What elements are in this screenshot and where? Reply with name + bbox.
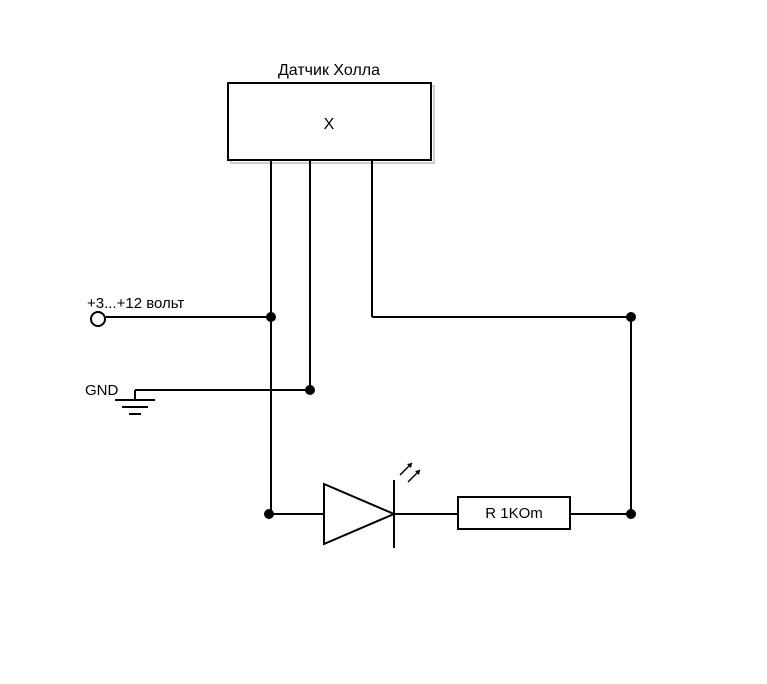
resistor-label: R 1KOm (485, 505, 543, 522)
led-triangle-icon (324, 484, 394, 544)
sensor-title: Датчик Холла (278, 62, 380, 79)
voltage-label: +3...+12 вольт (87, 295, 184, 312)
node (264, 509, 274, 519)
node (626, 509, 636, 519)
node (266, 312, 276, 322)
node (305, 385, 315, 395)
node (626, 312, 636, 322)
circuit-diagram: Датчик Холла X +3...+12 вольт GND (0, 0, 767, 684)
sensor-label: X (324, 116, 335, 133)
ground-label: GND (85, 382, 119, 399)
voltage-terminal-icon (91, 312, 105, 326)
circuit-svg: Датчик Холла X +3...+12 вольт GND (0, 0, 767, 684)
